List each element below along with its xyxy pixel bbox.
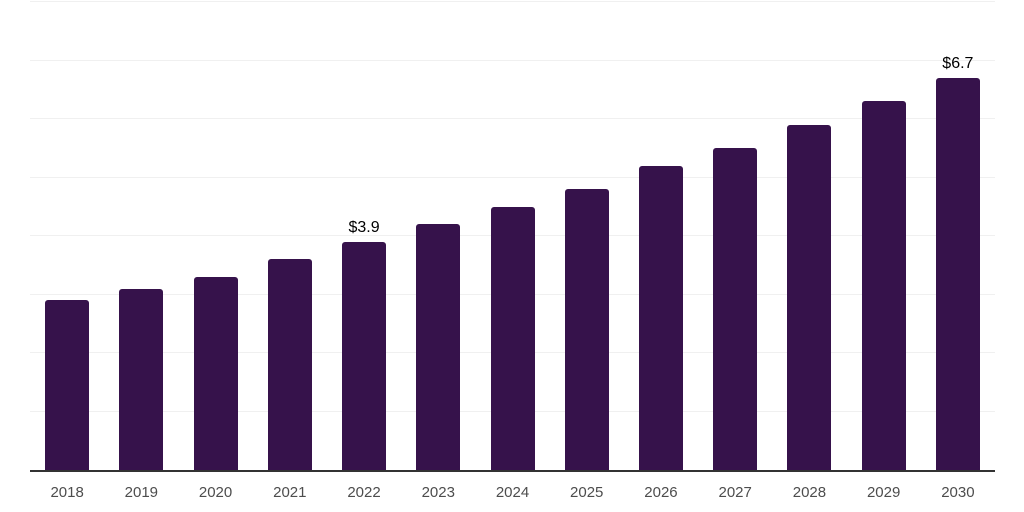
x-axis-label-2029: 2029 (866, 484, 901, 501)
bar-2029 (861, 101, 906, 470)
x-axis-label-2028: 2028 (792, 484, 827, 501)
bar-value-label-2022: $3.9 (348, 218, 380, 236)
x-axis-label-2025: 2025 (570, 484, 604, 501)
gridline (30, 118, 995, 119)
x-axis-label-2024: 2024 (495, 484, 530, 501)
bar-2030 (935, 78, 980, 470)
bar-2025 (564, 189, 609, 470)
bar-2028 (787, 124, 832, 470)
x-axis-label-2020: 2020 (198, 484, 233, 501)
bar-2027 (713, 148, 758, 470)
gridline (30, 59, 995, 61)
gridline (30, 176, 995, 178)
x-axis-label-2022: 2022 (347, 484, 381, 501)
bar-2020 (193, 276, 238, 470)
x-axis-label-2023: 2023 (421, 484, 455, 501)
bar-2022 (342, 241, 387, 470)
bar-2018 (45, 300, 90, 470)
bar-2019 (119, 288, 164, 470)
x-axis-label-2021: 2021 (273, 484, 307, 501)
bar-2024 (490, 206, 535, 470)
plot-area: $3.9 $6.7 (30, 1, 995, 472)
bar-2021 (267, 259, 312, 470)
bar-2023 (416, 224, 461, 470)
x-axis-label-2019: 2019 (124, 484, 159, 501)
x-axis-label-2027: 2027 (718, 484, 752, 501)
x-axis-label-2030: 2030 (941, 484, 975, 501)
x-axis-label-2026: 2026 (644, 484, 678, 501)
gridline (30, 1, 995, 2)
bar-value-label-2030: $6.7 (942, 55, 974, 73)
bar-2026 (638, 165, 683, 470)
x-axis-label-2018: 2018 (50, 484, 84, 501)
x-axis: 2018 2019 2020 2021 2022 2023 2024 2025 2026 2027… (30, 483, 995, 505)
